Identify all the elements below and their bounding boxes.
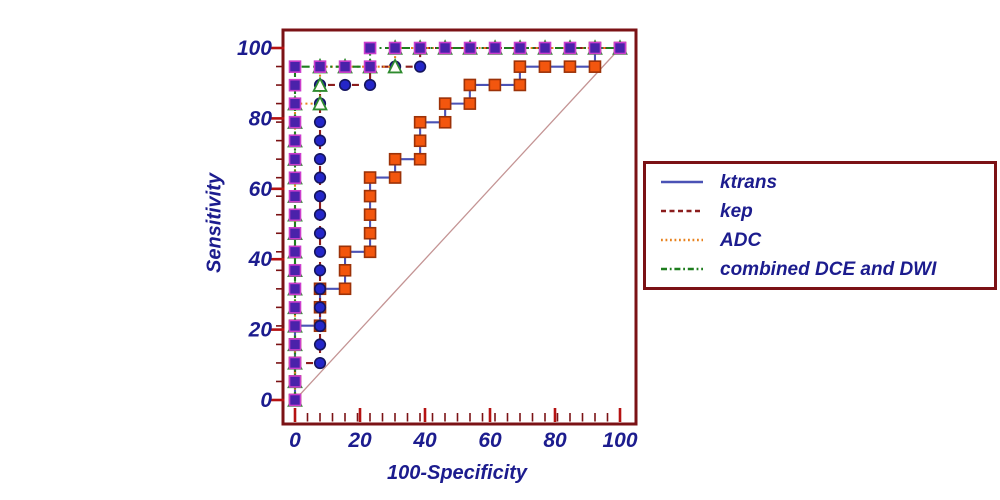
x-axis-title: 100-Specificity bbox=[386, 462, 528, 484]
legend-line-sample-ktrans bbox=[661, 180, 703, 184]
reference-diagonal bbox=[294, 47, 621, 401]
svg-text:60: 60 bbox=[478, 429, 502, 452]
svg-text:0: 0 bbox=[289, 429, 301, 452]
svg-text:0: 0 bbox=[260, 389, 272, 412]
svg-text:40: 40 bbox=[412, 429, 437, 452]
svg-text:80: 80 bbox=[543, 429, 567, 452]
legend-line-sample-combined bbox=[661, 267, 703, 271]
legend-item-kep: kep bbox=[659, 200, 994, 222]
svg-text:100: 100 bbox=[602, 429, 637, 452]
legend-item-adc: ADC bbox=[659, 229, 994, 251]
svg-text:80: 80 bbox=[249, 107, 273, 130]
svg-text:100: 100 bbox=[237, 37, 272, 60]
y-axis-title: Sensitivity bbox=[203, 172, 226, 274]
tick-labels: 0 20 40 60 80 100 0 20 40 60 80 100 bbox=[237, 37, 638, 452]
legend-item-combined: combined DCE and DWI bbox=[659, 258, 994, 280]
svg-text:20: 20 bbox=[248, 319, 273, 342]
legend-label-adc: ADC bbox=[720, 229, 762, 251]
legend-line-sample-kep bbox=[661, 209, 703, 213]
svg-text:20: 20 bbox=[347, 429, 372, 452]
legend-label-combined: combined DCE and DWI bbox=[720, 258, 937, 280]
legend: ktrans kep ADC combined DCE and DWI bbox=[643, 161, 997, 290]
legend-line-sample-adc bbox=[661, 238, 703, 242]
axis-ticks bbox=[271, 46, 622, 422]
series-combined-dce-and-dwi bbox=[288, 41, 627, 407]
svg-text:40: 40 bbox=[248, 248, 273, 271]
legend-item-ktrans: ktrans bbox=[659, 171, 994, 193]
svg-text:60: 60 bbox=[249, 178, 273, 201]
legend-label-ktrans: ktrans bbox=[720, 171, 778, 193]
plot-frame bbox=[281, 28, 638, 426]
legend-label-kep: kep bbox=[720, 200, 753, 222]
